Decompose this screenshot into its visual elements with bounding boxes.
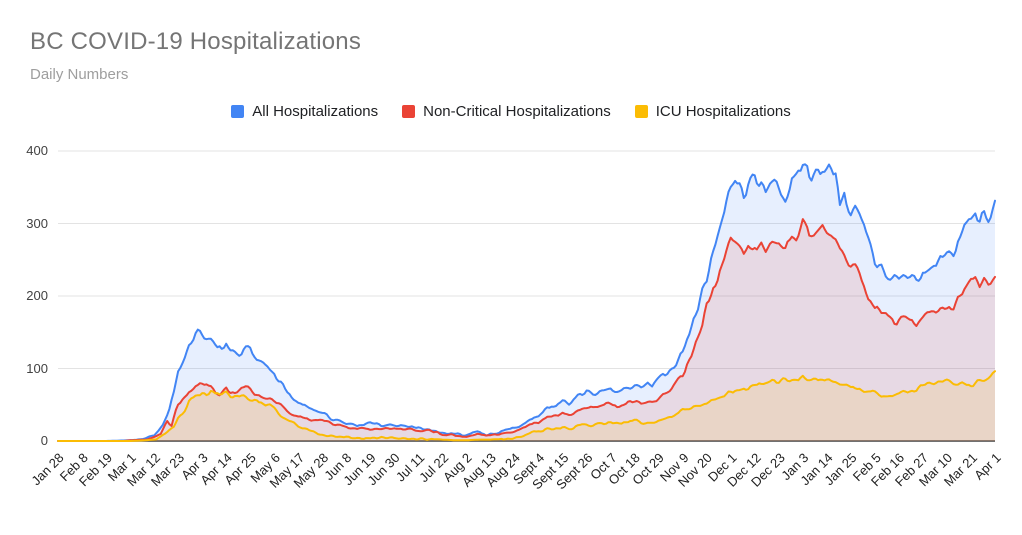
chart-subtitle: Daily Numbers <box>30 66 129 83</box>
legend-swatch-icon <box>402 105 416 118</box>
area-non-critical <box>58 219 995 441</box>
legend: All Hospitalizations Non-Critical Hospita… <box>0 103 1022 120</box>
legend-swatch-icon <box>634 105 648 118</box>
line-all <box>57 163 996 442</box>
y-axis-label: 400 <box>26 143 48 158</box>
y-axis-label: 0 <box>40 433 48 448</box>
legend-label: All Hospitalizations <box>252 103 379 120</box>
legend-swatch-icon <box>231 105 245 118</box>
legend-label: Non-Critical Hospitalizations <box>423 103 611 120</box>
legend-label: ICU Hospitalizations <box>655 103 791 120</box>
y-axis-label: 300 <box>26 215 48 231</box>
line-non-critical <box>57 218 996 442</box>
y-axis-label: 100 <box>26 360 48 376</box>
legend-item-all[interactable]: All Hospitalizations <box>231 103 378 120</box>
legend-item-icu[interactable]: ICU Hospitalizations <box>634 103 791 120</box>
area-icu <box>58 371 995 441</box>
legend-item-non-critical[interactable]: Non-Critical Hospitalizations <box>402 103 611 120</box>
chart-title: BC COVID-19 Hospitalizations <box>30 28 362 55</box>
y-axis-label: 200 <box>26 288 48 303</box>
area-all <box>58 164 995 442</box>
line-icu <box>57 370 996 442</box>
